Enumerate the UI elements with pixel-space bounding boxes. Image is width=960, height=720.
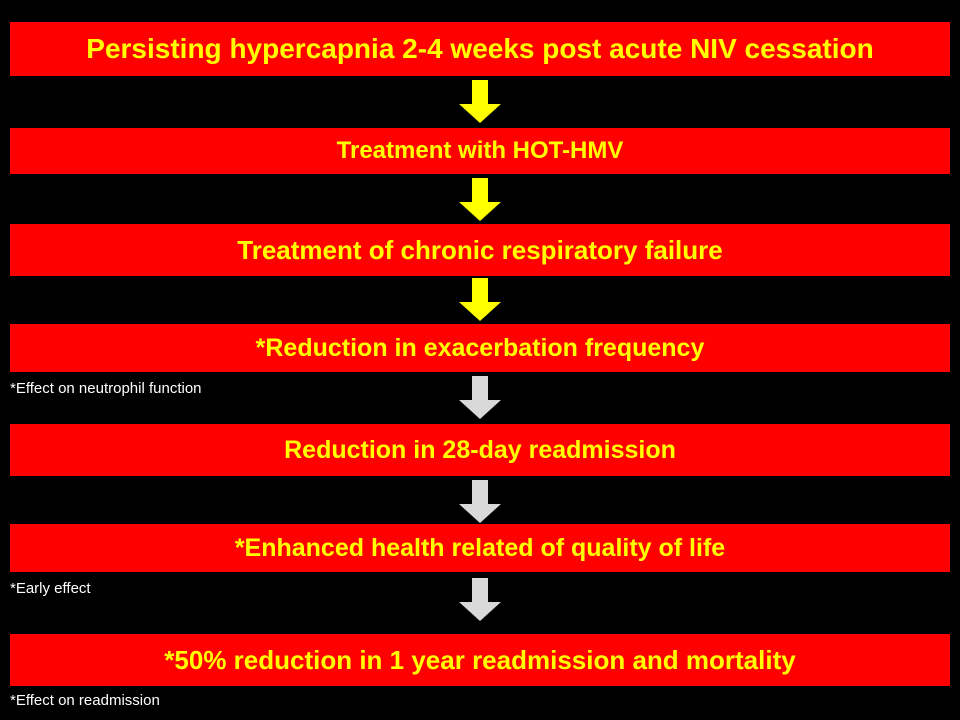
- flow-step-2-label: Treatment with HOT-HMV: [336, 137, 624, 164]
- flow-step-7: *50% reduction in 1 year readmission and…: [10, 634, 950, 686]
- footnote-2: *Early effect: [10, 580, 91, 597]
- footnote-3: *Effect on readmission: [10, 692, 160, 709]
- flow-step-6-label: *Enhanced health related of quality of l…: [234, 533, 726, 562]
- flow-step-4-label: *Reduction in exacerbation frequency: [255, 333, 705, 362]
- down-arrow-icon-4: [457, 376, 503, 420]
- flow-step-2: Treatment with HOT-HMV: [10, 128, 950, 174]
- flow-step-3-label: Treatment of chronic respiratory failure: [237, 234, 723, 265]
- flow-step-4: *Reduction in exacerbation frequency: [10, 324, 950, 372]
- down-arrow-icon-1: [457, 80, 503, 124]
- footnote-1: *Effect on neutrophil function: [10, 380, 202, 397]
- flow-step-5: Reduction in 28-day readmission: [10, 424, 950, 476]
- flow-step-3: Treatment of chronic respiratory failure: [10, 224, 950, 276]
- down-arrow-icon-5: [457, 480, 503, 524]
- down-arrow-icon-6: [457, 578, 503, 622]
- flow-step-1: Persisting hypercapnia 2-4 weeks post ac…: [10, 22, 950, 76]
- down-arrow-icon-2: [457, 178, 503, 222]
- flow-step-6: *Enhanced health related of quality of l…: [10, 524, 950, 572]
- down-arrow-icon-3: [457, 278, 503, 322]
- flow-step-1-label: Persisting hypercapnia 2-4 weeks post ac…: [86, 33, 874, 64]
- flow-step-5-label: Reduction in 28-day readmission: [284, 435, 676, 464]
- flow-step-7-label: *50% reduction in 1 year readmission and…: [164, 644, 796, 675]
